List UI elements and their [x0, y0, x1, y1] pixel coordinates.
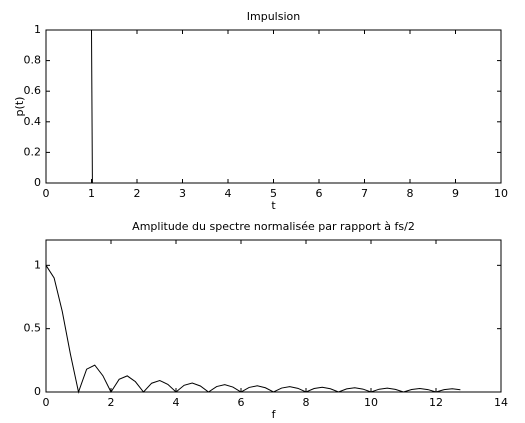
- x-tick-label: 5: [270, 187, 277, 200]
- x-tick-label: 8: [303, 396, 310, 409]
- x-tick-label: 6: [316, 187, 323, 200]
- x-tick-label: 2: [134, 187, 141, 200]
- y-tick-label: 0: [34, 385, 41, 398]
- chart-title: Amplitude du spectre normalisée par rapp…: [132, 220, 415, 233]
- x-tick-label: 4: [225, 187, 232, 200]
- x-tick-label: 14: [494, 396, 508, 409]
- x-tick-label: 2: [108, 396, 115, 409]
- y-tick-label: 0.4: [24, 115, 42, 128]
- x-tick-label: 7: [361, 187, 368, 200]
- y-tick-label: 0.8: [24, 54, 42, 67]
- data-line: [46, 29, 501, 184]
- axes-frame: [45, 29, 502, 184]
- x-axis-label: t: [271, 199, 276, 212]
- x-tick-label: 12: [429, 396, 443, 409]
- y-tick-label: 1: [34, 23, 41, 36]
- x-tick-label: 1: [88, 187, 95, 200]
- x-tick-label: 0: [43, 396, 50, 409]
- y-tick-label: 1: [34, 258, 41, 271]
- x-tick-label: 6: [238, 396, 245, 409]
- y-tick-label: 0.5: [24, 322, 42, 335]
- x-tick-label: 10: [494, 187, 508, 200]
- x-tick-label: 8: [407, 187, 414, 200]
- x-tick-label: 0: [43, 187, 50, 200]
- chart-title: Impulsion: [247, 10, 300, 23]
- y-tick-label: 0.2: [24, 145, 42, 158]
- x-axis-label: f: [272, 408, 277, 421]
- axes-frame: [45, 239, 502, 393]
- data-line: [45, 265, 461, 394]
- x-tick-label: 3: [179, 187, 186, 200]
- y-tick-label: 0.6: [24, 84, 42, 97]
- y-tick-label: 0: [34, 176, 41, 189]
- x-tick-label: 10: [364, 396, 378, 409]
- y-axis-label: p(t): [13, 97, 26, 117]
- x-tick-label: 9: [452, 187, 459, 200]
- x-tick-label: 4: [173, 396, 180, 409]
